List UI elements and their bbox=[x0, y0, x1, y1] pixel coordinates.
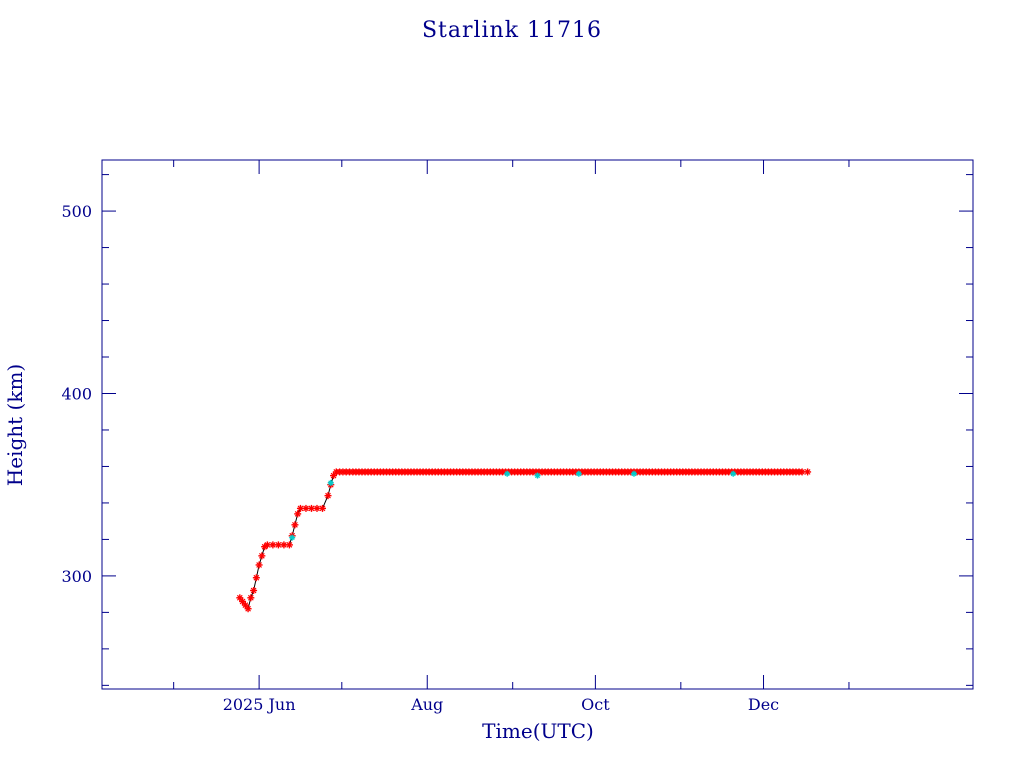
data-point bbox=[630, 470, 637, 477]
data-points bbox=[236, 468, 812, 613]
data-point-stroke bbox=[281, 542, 287, 548]
data-point-stroke bbox=[631, 471, 637, 477]
data-point bbox=[291, 521, 299, 529]
axis-ticks bbox=[102, 160, 973, 689]
chart-title: Starlink 11716 bbox=[422, 18, 602, 43]
data-point-stroke bbox=[328, 480, 334, 486]
data-point-stroke bbox=[275, 542, 282, 548]
x-axis-title: Time(UTC) bbox=[482, 719, 594, 743]
data-point bbox=[258, 552, 266, 560]
data-point-stroke bbox=[239, 598, 246, 605]
data-point-stroke bbox=[264, 542, 271, 548]
y-tick-label: 500 bbox=[61, 202, 92, 221]
data-point-stroke bbox=[330, 472, 337, 479]
data-point-stroke bbox=[294, 511, 301, 517]
x-tick-label: Oct bbox=[581, 695, 610, 714]
data-point bbox=[294, 510, 302, 518]
data-point-stroke bbox=[297, 505, 304, 512]
data-point bbox=[730, 470, 737, 477]
data-point-stroke bbox=[270, 542, 276, 548]
data-point-stroke bbox=[245, 605, 251, 612]
data-point bbox=[241, 601, 249, 609]
data-point-stroke bbox=[236, 594, 243, 601]
data-point-stroke bbox=[325, 492, 331, 499]
data-point-stroke bbox=[250, 587, 257, 594]
data-point-stroke bbox=[242, 602, 249, 608]
data-point-stroke bbox=[289, 535, 295, 541]
data-point-stroke bbox=[256, 562, 262, 568]
data-point-stroke bbox=[292, 521, 298, 528]
data-point-stroke bbox=[258, 552, 265, 559]
data-point bbox=[244, 605, 252, 613]
x-tick-label: Aug bbox=[410, 695, 443, 714]
data-point bbox=[575, 470, 582, 477]
data-point-stroke bbox=[504, 471, 510, 477]
data-point-stroke bbox=[286, 542, 293, 548]
data-point-stroke bbox=[534, 473, 541, 479]
y-tick-label: 400 bbox=[61, 384, 92, 403]
y-tick-label: 300 bbox=[61, 567, 92, 586]
data-point bbox=[285, 541, 293, 549]
trajectory-line bbox=[239, 471, 808, 610]
data-point-stroke bbox=[247, 594, 254, 601]
data-point-stroke bbox=[576, 471, 582, 477]
trajectory-path bbox=[239, 471, 808, 610]
data-point bbox=[330, 472, 338, 480]
data-point-stroke bbox=[253, 574, 260, 581]
data-point bbox=[296, 504, 304, 512]
data-point bbox=[247, 594, 255, 602]
data-point bbox=[239, 597, 247, 605]
x-tick-label: 2025 Jun bbox=[223, 695, 296, 714]
data-point-stroke bbox=[730, 471, 736, 477]
y-axis-title: Height (km) bbox=[3, 364, 27, 486]
data-point bbox=[324, 492, 332, 500]
data-point-stroke bbox=[308, 505, 315, 512]
data-point bbox=[327, 479, 334, 486]
data-point-stroke bbox=[804, 469, 811, 475]
data-point bbox=[319, 504, 327, 512]
data-point bbox=[289, 534, 296, 541]
data-point bbox=[307, 504, 315, 512]
x-tick-label: Dec bbox=[748, 695, 779, 714]
data-point bbox=[280, 541, 288, 549]
plot-frame bbox=[101, 159, 974, 690]
data-point-stroke bbox=[314, 505, 320, 512]
data-point bbox=[250, 586, 258, 594]
data-point bbox=[255, 561, 263, 569]
data-point bbox=[504, 470, 511, 477]
data-point-stroke bbox=[319, 505, 326, 512]
data-point-stroke bbox=[303, 505, 309, 512]
data-point bbox=[804, 468, 812, 476]
data-point-stroke bbox=[799, 469, 805, 475]
data-point bbox=[534, 472, 541, 479]
tick-labels: 300 400 500 2025 Jun Aug Oct Dec bbox=[61, 202, 779, 714]
data-point bbox=[252, 574, 260, 582]
data-point bbox=[236, 594, 244, 602]
